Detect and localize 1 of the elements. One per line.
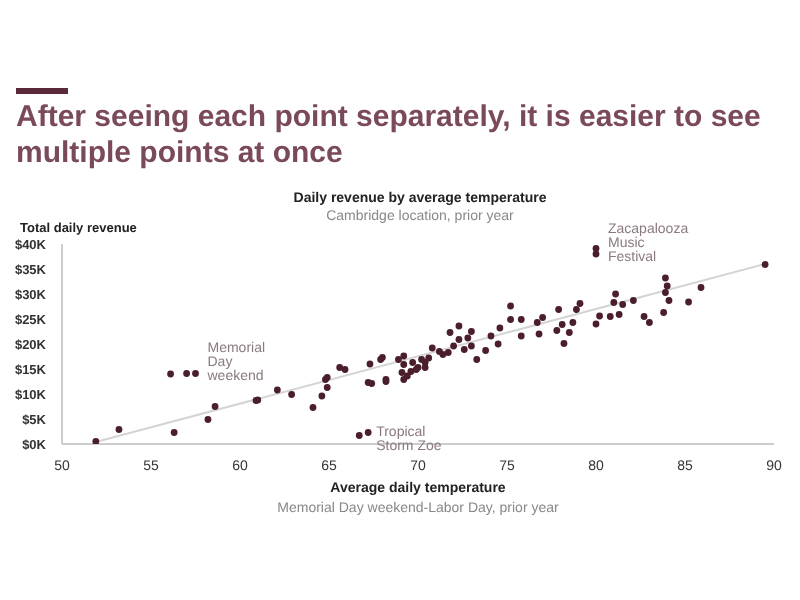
chart-title: After seeing each point separately, it is easier to see multiple points at once bbox=[16, 100, 763, 172]
